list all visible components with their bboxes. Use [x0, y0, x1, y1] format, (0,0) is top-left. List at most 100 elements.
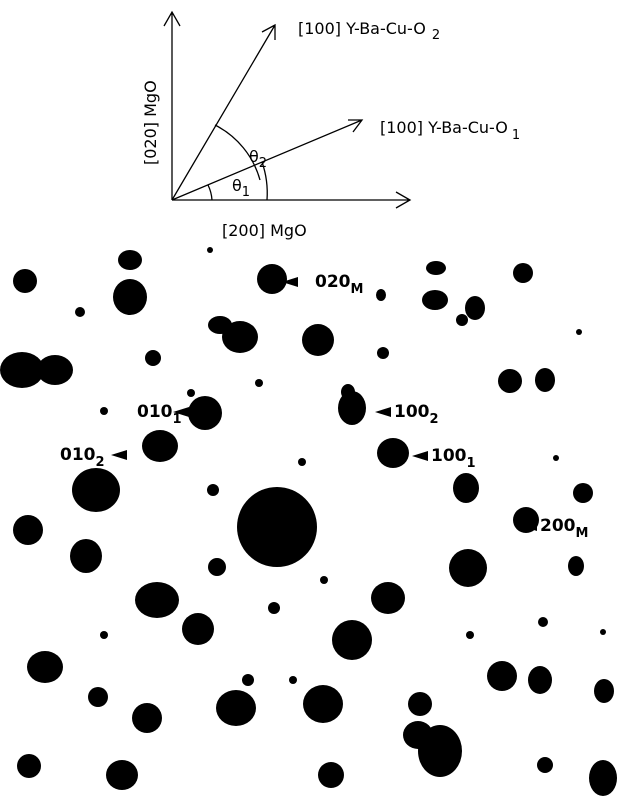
diffraction-spot	[100, 631, 108, 639]
diffraction-spot	[537, 757, 553, 773]
spot-label: 0102	[60, 445, 105, 470]
diffraction-spot	[377, 347, 389, 359]
page: {"diagram": { "axis_vertical": "[020] Mg…	[0, 0, 623, 799]
diffraction-spot	[589, 760, 617, 796]
diffraction-spot	[113, 279, 147, 315]
pointer-arrow	[375, 407, 391, 417]
angle-1-label: θ1	[232, 176, 250, 200]
pointer-arrow	[412, 451, 428, 461]
label-text: θ	[232, 176, 242, 195]
diffraction-spot	[188, 396, 222, 430]
spot-label: 200M	[540, 516, 588, 541]
horizontal-axis-label: [200] MgO	[222, 221, 307, 240]
diffraction-spot	[332, 620, 372, 660]
diffraction-spot	[573, 483, 593, 503]
diffraction-spot	[187, 389, 195, 397]
diffraction-spot	[449, 549, 487, 587]
label-sub: 2	[96, 455, 105, 470]
label-sub: 2	[430, 412, 439, 427]
diffraction-spot	[553, 455, 559, 461]
spot-label: 1001	[431, 446, 476, 471]
diffraction-spot	[456, 314, 468, 326]
diffraction-spot	[13, 515, 43, 545]
label-sub: M	[351, 282, 364, 297]
diffraction-spot	[303, 685, 343, 723]
direction-1-label: [100] Y-Ba-Cu-O 1	[380, 118, 520, 143]
diffraction-spot	[207, 484, 219, 496]
diffraction-spot	[142, 430, 178, 462]
diffraction-spot	[182, 613, 214, 645]
label-sub: M	[576, 526, 589, 541]
angle-2-label: θ2	[249, 147, 267, 171]
diffraction-spot	[75, 307, 85, 317]
diffraction-spot	[13, 269, 37, 293]
diffraction-spot	[135, 582, 179, 618]
diffraction-spot	[465, 296, 485, 320]
diffraction-spot	[222, 321, 258, 353]
label-sub: 2	[432, 28, 440, 43]
diffraction-spot	[242, 674, 254, 686]
diffraction-spot	[145, 350, 161, 366]
diffraction-spot	[568, 556, 584, 576]
diffraction-spot	[538, 617, 548, 627]
diffraction-spot	[70, 539, 102, 573]
horizontal-axis	[172, 192, 410, 208]
direction-2-label: [100] Y-Ba-Cu-O 2	[298, 19, 440, 43]
diffraction-spot	[289, 676, 297, 684]
direction-2-line	[172, 25, 275, 200]
diffraction-spot	[408, 692, 432, 716]
diffraction-spot	[528, 666, 552, 694]
label-sub: 1	[242, 185, 250, 200]
diffraction-spot	[27, 651, 63, 683]
label-text: 100	[394, 402, 430, 422]
label-text: 100	[431, 446, 467, 466]
spot-label: 1002	[394, 402, 439, 427]
diffraction-spot	[257, 264, 287, 294]
label-text: 020	[315, 272, 351, 292]
diffraction-spot	[298, 458, 306, 466]
diffraction-spot	[426, 261, 446, 275]
diffraction-spot	[132, 703, 162, 733]
diffraction-spot	[268, 602, 280, 614]
pointer-arrow	[111, 450, 127, 460]
diffraction-spot	[106, 760, 138, 790]
diffraction-spot	[118, 250, 142, 270]
diffraction-spot	[72, 468, 120, 512]
label-text: 200	[540, 516, 576, 536]
diffraction-spot	[318, 762, 344, 788]
diffraction-spot	[576, 329, 582, 335]
diffraction-spot	[453, 473, 479, 503]
angle-1-arc	[208, 185, 212, 200]
diffraction-spot	[207, 247, 213, 253]
label-sub: 1	[173, 412, 182, 427]
diffraction-spot	[498, 369, 522, 393]
figure: [020] MgO [200] MgO [100] Y-Ba-Cu-O2 [10…	[0, 0, 623, 799]
diffraction-spot	[255, 379, 263, 387]
diffraction-spot	[466, 631, 474, 639]
diffraction-spot	[535, 368, 555, 392]
label-sub: 1	[512, 128, 520, 143]
diffraction-spot	[371, 582, 405, 614]
spot-label: 0101	[137, 402, 182, 427]
diffraction-spot	[216, 690, 256, 726]
label-text: 010	[137, 402, 173, 422]
diffraction-spot	[376, 289, 386, 301]
diffraction-spot	[17, 754, 41, 778]
diffraction-spot	[100, 407, 108, 415]
diffraction-pattern	[0, 247, 617, 796]
diffraction-spot	[237, 487, 317, 567]
diffraction-spot	[422, 290, 448, 310]
diffraction-spot	[320, 576, 328, 584]
diffraction-spot	[37, 355, 73, 385]
vertical-axis	[164, 12, 180, 200]
label-text: 010	[60, 445, 96, 465]
label-text: [100] Y-Ba-Cu-O	[380, 118, 508, 137]
diffraction-spot	[208, 558, 226, 576]
diffraction-spot	[88, 687, 108, 707]
label-text: [100] Y-Ba-Cu-O	[298, 19, 426, 38]
label-sub: 2	[259, 156, 267, 171]
label-sub: 1	[467, 456, 476, 471]
diffraction-spot	[403, 721, 433, 749]
diffraction-spot	[513, 263, 533, 283]
